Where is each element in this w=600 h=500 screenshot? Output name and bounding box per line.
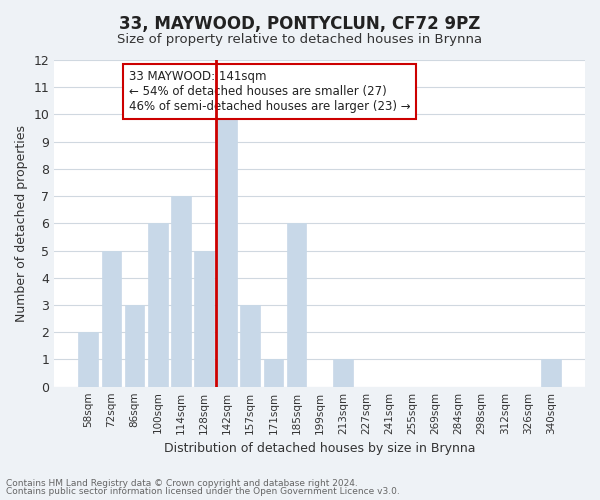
- Bar: [79, 332, 98, 386]
- Bar: [101, 250, 121, 386]
- Bar: [125, 305, 145, 386]
- Text: Contains HM Land Registry data © Crown copyright and database right 2024.: Contains HM Land Registry data © Crown c…: [6, 478, 358, 488]
- Bar: [217, 114, 237, 386]
- Text: 33, MAYWOOD, PONTYCLUN, CF72 9PZ: 33, MAYWOOD, PONTYCLUN, CF72 9PZ: [119, 15, 481, 33]
- Bar: [148, 224, 167, 386]
- X-axis label: Distribution of detached houses by size in Brynna: Distribution of detached houses by size …: [164, 442, 475, 455]
- Text: Contains public sector information licensed under the Open Government Licence v3: Contains public sector information licen…: [6, 487, 400, 496]
- Text: Size of property relative to detached houses in Brynna: Size of property relative to detached ho…: [118, 32, 482, 46]
- Text: 33 MAYWOOD: 141sqm
← 54% of detached houses are smaller (27)
46% of semi-detache: 33 MAYWOOD: 141sqm ← 54% of detached hou…: [128, 70, 410, 113]
- Bar: [333, 360, 353, 386]
- Bar: [171, 196, 191, 386]
- Bar: [263, 360, 283, 386]
- Bar: [287, 224, 307, 386]
- Bar: [194, 250, 214, 386]
- Bar: [541, 360, 561, 386]
- Bar: [241, 305, 260, 386]
- Y-axis label: Number of detached properties: Number of detached properties: [15, 125, 28, 322]
